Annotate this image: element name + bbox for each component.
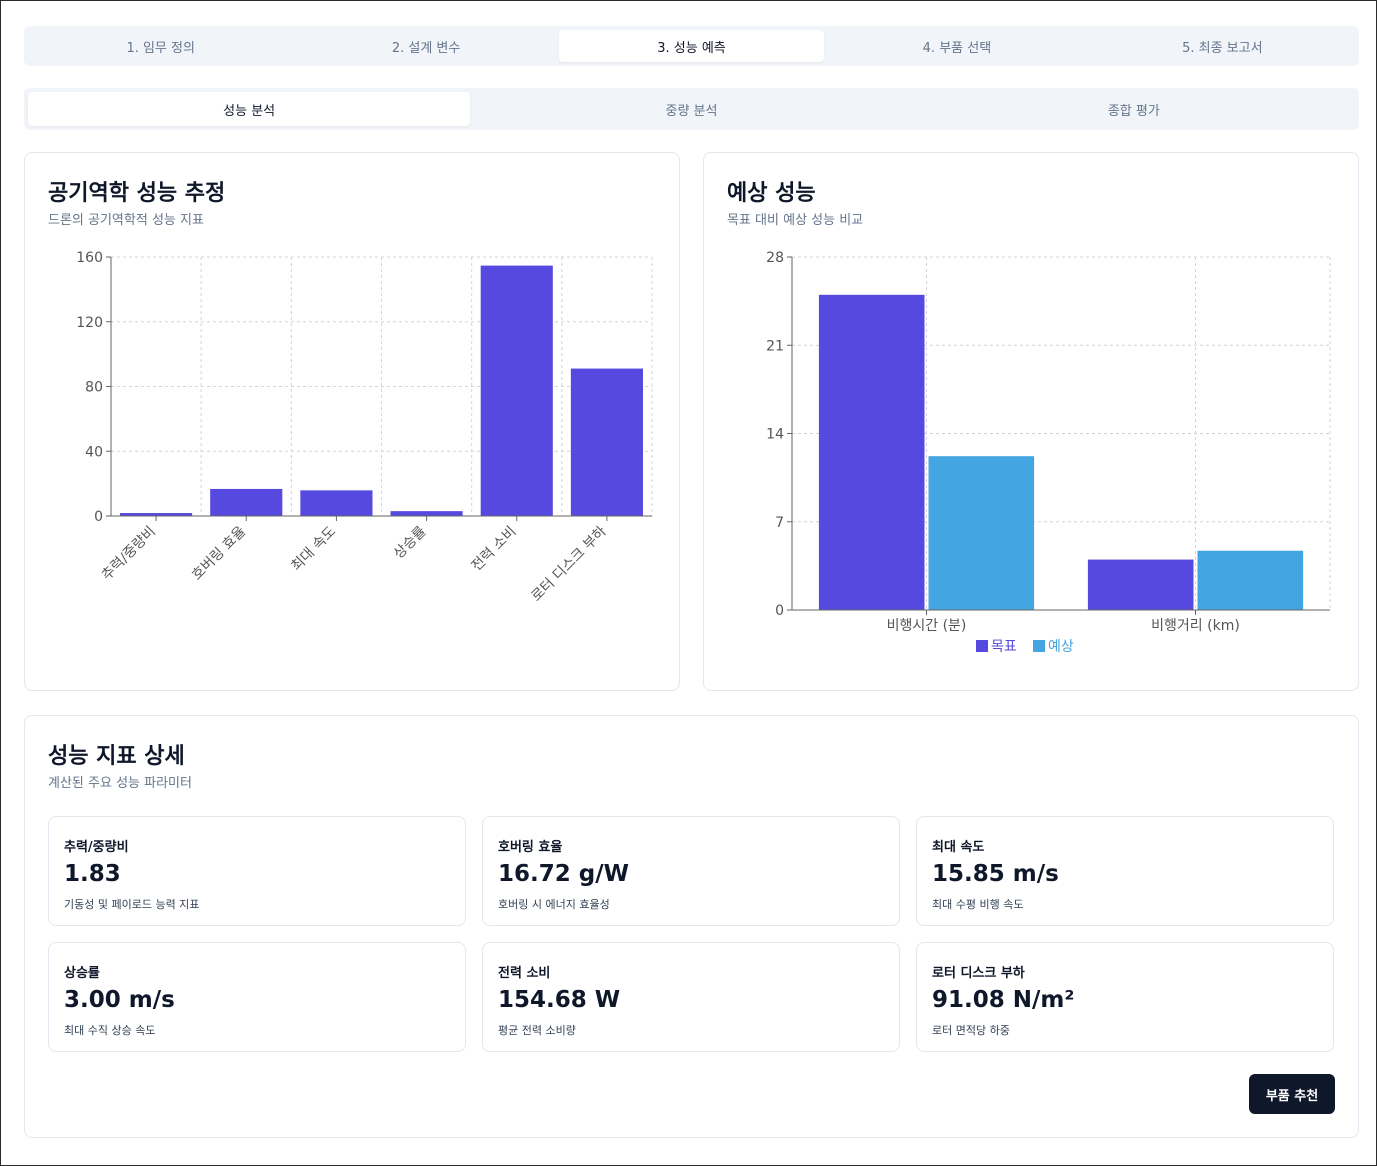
bar-5: [570, 368, 643, 516]
aero-card-title: 공기역학 성능 추정: [48, 181, 226, 206]
detail-card-subtitle: 계산된 주요 성능 파라미터: [48, 776, 192, 791]
metric-hover-efficiency: 호버링 효율 16.72 g/W 호버링 시 에너지 효율성: [482, 816, 900, 926]
metric-description: 기동성 및 페이로드 능력 지표: [64, 898, 200, 911]
perf-card-subtitle: 목표 대비 예상 성능 비교: [727, 213, 864, 228]
expected-performance-card: 예상 성능 목표 대비 예상 성능 비교 0 7 14 21 28 비행시간 (분) 비행거…: [703, 152, 1359, 691]
metric-climb-rate: 상승률 3.00 m/s 최대 수직 상승 속도: [48, 942, 466, 1052]
legend-swatch-예상: [1033, 640, 1045, 652]
metric-value: 154.68 W: [498, 987, 621, 1013]
main-tab-bar: 1. 임무 정의 2. 설계 변수 3. 성능 예측 4. 부품 선택 5. 최…: [24, 26, 1359, 66]
metric-label: 추력/중량비: [64, 840, 129, 855]
metrics-detail-card: 성능 지표 상세 계산된 주요 성능 파라미터: [24, 715, 1359, 1138]
metric-power-consumption: 전력 소비 154.68 W 평균 전력 소비량: [482, 942, 900, 1052]
perf-bar-chart: 0 7 14 21 28 비행시간 (분) 비행거리 (km) 목표 예상: [766, 250, 1331, 655]
y-tick-label: 80: [85, 380, 103, 396]
bar-예상-1: [1197, 550, 1304, 610]
bar-목표-1: [1087, 559, 1194, 610]
x-tick-label: 최대 속도: [288, 523, 339, 574]
x-tick-label: 전력 소비: [469, 524, 520, 575]
x-tick-label: 비행거리 (km): [1151, 618, 1240, 634]
aero-performance-card: 공기역학 성능 추정 드론의 공기역학적 성능 지표 0 40 80 120 160 추력…: [24, 152, 680, 691]
y-tick-label: 14: [766, 427, 784, 443]
metric-description: 호버링 시 에너지 효율성: [498, 898, 610, 911]
metric-label: 상승률: [64, 966, 100, 981]
bar-4: [480, 265, 553, 516]
y-tick-label: 21: [766, 338, 784, 354]
tab-overall-evaluation[interactable]: 종합 평가: [1107, 103, 1160, 119]
metric-label: 전력 소비: [498, 966, 551, 981]
tab-performance-prediction[interactable]: 3. 성능 예측: [558, 30, 825, 62]
metric-value: 15.85 m/s: [932, 861, 1059, 887]
aero-bar-chart: 0 40 80 120 160 추력/중량비 호버링 효율 최대 속도 상승률 전력 소비 로터 디…: [76, 250, 653, 605]
metric-label: 최대 속도: [932, 840, 985, 855]
tab-final-report[interactable]: 5. 최종 보고서: [1182, 40, 1263, 56]
metric-max-speed: 최대 속도 15.85 m/s 최대 수평 비행 속도: [916, 816, 1334, 926]
legend-label-목표: 목표: [991, 639, 1017, 655]
bar-2: [300, 490, 373, 516]
tab-component-selection[interactable]: 4. 부품 선택: [922, 40, 992, 56]
y-tick-label: 7: [775, 515, 784, 531]
recommend-components-button[interactable]: 부품 추천: [1249, 1074, 1335, 1114]
bar-목표-0: [818, 294, 925, 610]
metric-label: 호버링 효율: [498, 840, 563, 855]
y-tick-label: 0: [94, 509, 103, 525]
tab-performance-analysis[interactable]: 성능 분석: [28, 92, 471, 126]
x-tick-label: 비행시간 (분): [887, 618, 967, 634]
tab-mission-definition[interactable]: 1. 임무 정의: [126, 40, 195, 56]
detail-card-title: 성능 지표 상세: [48, 744, 185, 769]
y-tick-label: 28: [766, 250, 784, 266]
x-tick-label: 호버링 효율: [189, 523, 249, 583]
metric-thrust-weight: 추력/중량비 1.83 기동성 및 페이로드 능력 지표: [48, 816, 466, 926]
bar-1: [210, 488, 283, 516]
metric-description: 최대 수평 비행 속도: [932, 898, 1024, 911]
metric-value: 3.00 m/s: [64, 987, 175, 1013]
metric-description: 최대 수직 상승 속도: [64, 1024, 156, 1037]
legend-label-예상: 예상: [1048, 639, 1074, 655]
tab-design-variables[interactable]: 2. 설계 변수: [391, 40, 461, 56]
x-tick-label: 로터 디스크 부하: [528, 523, 609, 604]
tab-weight-analysis[interactable]: 중량 분석: [665, 103, 718, 119]
y-tick-label: 160: [76, 250, 103, 266]
metric-value: 91.08 N/m²: [932, 987, 1075, 1013]
x-tick-label: 상승률: [391, 523, 430, 562]
metric-disk-loading: 로터 디스크 부하 91.08 N/m² 로터 면적당 하중: [916, 942, 1334, 1052]
legend-swatch-목표: [976, 640, 988, 652]
sub-tab-bar: 성능 분석 중량 분석 종합 평가: [24, 88, 1359, 130]
bar-예상-0: [928, 456, 1035, 610]
metric-label: 로터 디스크 부하: [932, 966, 1025, 981]
metric-value: 1.83: [64, 861, 121, 887]
bar-0: [120, 513, 193, 516]
metric-description: 평균 전력 소비량: [498, 1024, 576, 1037]
y-tick-label: 0: [775, 603, 784, 619]
aero-card-subtitle: 드론의 공기역학적 성능 지표: [48, 213, 204, 228]
y-tick-label: 120: [76, 315, 103, 331]
metric-value: 16.72 g/W: [498, 861, 629, 887]
y-tick-label: 40: [85, 444, 103, 460]
metric-description: 로터 면적당 하중: [932, 1024, 1010, 1037]
perf-card-title: 예상 성능: [727, 181, 816, 206]
bar-3: [390, 511, 463, 516]
x-tick-label: 추력/중량비: [99, 524, 159, 584]
